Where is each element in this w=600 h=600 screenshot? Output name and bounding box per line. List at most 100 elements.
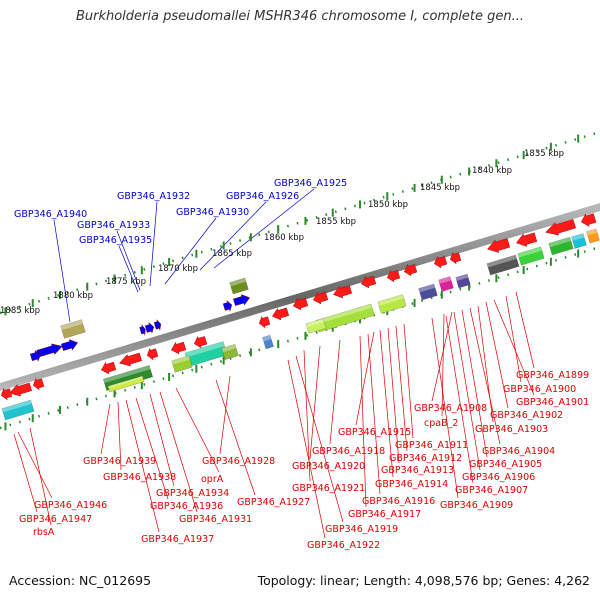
forward-gene-shape [516, 232, 538, 247]
leader-line-red [359, 335, 367, 508]
forward-gene-shape [433, 255, 448, 269]
feature-box-orange-gloss [586, 228, 598, 236]
leader-line-red [453, 311, 481, 471]
leader-line-red [295, 355, 344, 523]
feature-box-gray [486, 254, 520, 276]
gene-label-red: GBP346_A1947 [19, 514, 92, 525]
feature-box-green-rect [229, 277, 249, 295]
feature-box-gray-gloss [486, 254, 517, 268]
feature-box-lime-gloss [107, 375, 143, 389]
feature-box-orange-rect [586, 228, 600, 244]
leader-line-red [287, 359, 326, 539]
gene-label-red: GBP346_A1909 [440, 500, 513, 511]
feature-box-purple-rect [418, 283, 438, 301]
leader-line-red [367, 333, 381, 495]
forward-gene-shape [119, 352, 142, 367]
forward-gene-shape [333, 285, 353, 299]
leader-line-red [219, 375, 231, 455]
feature-box-lime-gloss [171, 355, 191, 365]
forward-gene-shape [258, 315, 271, 329]
scale-label: 1885 kbp [0, 306, 40, 316]
forward-gene [146, 347, 159, 361]
forward-gene [0, 387, 13, 401]
gene-label-red: GBP346_A1919 [325, 524, 398, 535]
leader-line-blue [53, 219, 71, 323]
forward-gene-shape [581, 213, 597, 227]
leader-line-red [29, 427, 52, 526]
scale-label: 1845 kbp [420, 183, 460, 193]
forward-gene [333, 285, 353, 299]
leader-line-red [125, 399, 160, 533]
leader-line-red [493, 299, 535, 396]
feature-box-lime-rect [171, 355, 193, 373]
leader-line-red [13, 433, 38, 513]
forward-gene-shape [0, 387, 13, 401]
feature-box-lime [377, 294, 407, 314]
gene-features [0, 213, 600, 421]
feature-box-darkgreen-gloss [103, 365, 151, 383]
forward-gene [516, 232, 538, 247]
feature-box-green-rect [517, 246, 545, 266]
leader-line-red [329, 339, 341, 445]
reverse-gene-shape [153, 319, 162, 331]
leader-line-red [159, 391, 198, 513]
forward-gene [272, 307, 290, 321]
gene-label-red: GBP346_A1916 [362, 496, 435, 507]
feature-box-green-gloss [229, 277, 247, 287]
feature-box-green-gloss [517, 246, 542, 258]
forward-gene [101, 361, 117, 375]
scale-tracks [0, 130, 600, 431]
forward-gene [313, 291, 329, 305]
feature-box-olive [60, 319, 86, 339]
gene-label-red: GBP346_A1911 [395, 440, 468, 451]
gene-label-blue: GBP346_A1940 [14, 209, 87, 220]
forward-gene [171, 341, 187, 355]
gene-label-red: GBP346_A1903 [475, 424, 548, 435]
feature-box-blue [262, 334, 274, 350]
gene-label-red: GBP346_A1899 [516, 370, 589, 381]
leader-line-red [485, 301, 509, 409]
gene-label-blue: GBP346_A1925 [274, 178, 347, 189]
gene-label-red: GBP346_A1914 [375, 479, 448, 490]
scale-label: 1855 kbp [316, 217, 356, 227]
leader-line-red [469, 307, 501, 445]
gene-label-red: GBP346_A1905 [469, 459, 542, 470]
forward-gene-shape [361, 275, 377, 289]
leader-line-red [515, 291, 535, 369]
feature-box-cyan-rect [571, 233, 587, 249]
forward-gene [545, 219, 576, 236]
gene-label-blue: GBP346_A1935 [79, 235, 152, 246]
reverse-gene [153, 319, 162, 331]
leader-line-blue [199, 201, 267, 271]
leader-line-red [100, 403, 111, 455]
leader-line-red [445, 315, 474, 484]
gene-label-red: GBP346_A1906 [462, 472, 535, 483]
feature-box-cyan-gloss [571, 233, 585, 241]
forward-gene-shape [193, 335, 208, 349]
leader-line-red [355, 331, 375, 426]
forward-gene [119, 352, 142, 367]
leader-line-blue [213, 188, 315, 269]
reverse-gene-shape [36, 343, 63, 358]
gene-label-red: GBP346_A1904 [482, 446, 555, 457]
feature-box-olive-rect [60, 319, 86, 339]
forward-gene-shape [32, 377, 45, 391]
leader-line-red [403, 323, 414, 439]
leader-line-red [149, 393, 175, 487]
forward-gene [258, 315, 271, 329]
gene-label-red: GBP346_A1902 [490, 410, 563, 421]
leader-line-red [135, 397, 169, 500]
gene-label-red: GBP346_A1928 [202, 456, 275, 467]
feature-box-lime-gloss [377, 294, 404, 306]
reverse-gene-shape [139, 324, 146, 336]
feature-box-olive [221, 343, 239, 361]
leader-line-red [309, 345, 321, 460]
forward-gene [487, 238, 511, 253]
gene-label-red: GBP346_A1901 [516, 397, 589, 408]
feature-box-green [229, 277, 249, 295]
leader-line-red [379, 329, 394, 478]
reverse-gene [139, 324, 146, 336]
scale-label: 1865 kbp [212, 249, 252, 259]
feature-box-cyan-gloss [1, 399, 32, 413]
